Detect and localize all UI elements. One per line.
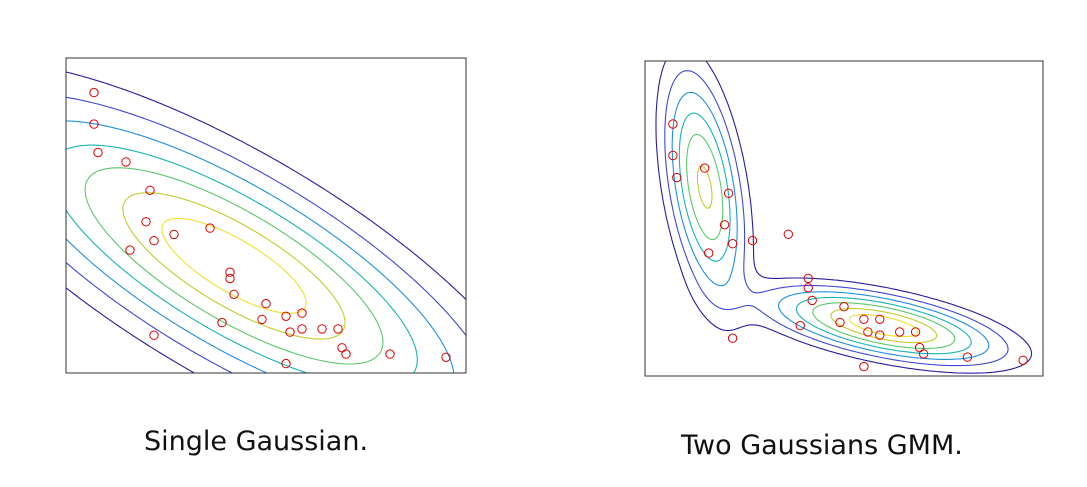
single-data-point	[149, 330, 159, 340]
single-data-point	[225, 273, 235, 284]
gmm-data-point	[719, 220, 730, 230]
gmm-data-point	[839, 302, 849, 312]
single-data-point	[441, 352, 451, 362]
single-data-point	[125, 245, 135, 255]
single-contour-level-7	[161, 217, 307, 314]
single-data-point	[257, 314, 267, 325]
gmm-contour-level-3	[671, 91, 990, 360]
gmm-data-point	[910, 327, 921, 337]
gmm-data-point	[1018, 355, 1028, 365]
single-contour-level-1	[66, 71, 466, 373]
single-data-point	[385, 349, 395, 359]
gmm-data-point	[704, 248, 714, 258]
gmm-data-point	[783, 229, 793, 240]
gmm-data-point	[835, 317, 845, 328]
single-contours	[66, 71, 466, 373]
gmm-contour-level-2	[664, 70, 1009, 367]
single-data-point	[297, 324, 307, 334]
gmm-contour-level-1	[655, 61, 1033, 374]
single-contour-level-6	[122, 192, 346, 340]
gmm-data-point	[914, 342, 925, 353]
gmm-data-point	[803, 283, 813, 293]
single-contour-level-5	[84, 167, 384, 365]
single-data-point	[341, 349, 351, 359]
gmm-data-point	[962, 352, 973, 362]
single-data-point	[121, 157, 131, 167]
gmm-data-point	[859, 314, 869, 324]
single-gaussian-caption: Single Gaussian.	[144, 426, 369, 457]
single-data-point	[229, 289, 239, 299]
gmm-caption: Two Gaussians GMM.	[681, 430, 963, 461]
gmm-points	[668, 119, 1028, 372]
gmm-plot-frame	[644, 60, 1044, 377]
single-data-point	[141, 217, 151, 227]
single-data-point	[149, 236, 159, 246]
gmm-data-point	[727, 239, 738, 249]
gmm-data-point	[672, 172, 682, 183]
gmm-data-point	[875, 330, 885, 340]
gmm-data-point	[863, 327, 873, 337]
single-data-point	[281, 358, 291, 369]
gmm-data-point	[700, 163, 710, 173]
gmm-contour-level-4	[678, 112, 972, 355]
single-data-point	[169, 229, 179, 240]
gmm-data-point	[803, 273, 813, 284]
gmm-data-point	[668, 150, 678, 161]
gmm-data-point	[859, 361, 869, 372]
gmm-data-point	[795, 320, 805, 331]
single-data-point	[297, 308, 307, 318]
single-plot-frame	[65, 57, 467, 374]
gmm-data-point	[668, 119, 678, 129]
gmm-data-point	[807, 295, 817, 306]
gmm-plot	[644, 60, 1044, 377]
gmm-contour-level-5	[686, 133, 956, 350]
gmm-contours	[655, 61, 1033, 374]
single-contour-level-3	[66, 120, 455, 373]
gmm-data-point	[723, 188, 734, 199]
single-data-point	[89, 119, 99, 129]
single-points	[89, 87, 451, 369]
single-contour-level-4	[66, 144, 418, 373]
single-data-point	[285, 327, 295, 337]
gmm-data-point	[747, 235, 758, 246]
single-data-point	[281, 311, 291, 321]
single-data-point	[317, 324, 327, 334]
single-data-point	[261, 299, 271, 309]
single-data-point	[333, 324, 343, 334]
single-data-point	[89, 87, 99, 98]
gmm-contour-level-6	[696, 165, 938, 344]
gmm-data-point	[727, 333, 738, 343]
single-data-point	[217, 317, 227, 328]
gmm-data-point	[895, 327, 905, 337]
single-data-point	[225, 267, 235, 277]
single-data-point	[337, 343, 347, 353]
gmm-data-point	[918, 349, 929, 359]
single-gaussian-plot	[65, 57, 467, 374]
single-data-point	[93, 147, 103, 158]
single-data-point	[145, 185, 155, 196]
single-data-point	[205, 223, 215, 233]
gmm-data-point	[875, 314, 885, 324]
